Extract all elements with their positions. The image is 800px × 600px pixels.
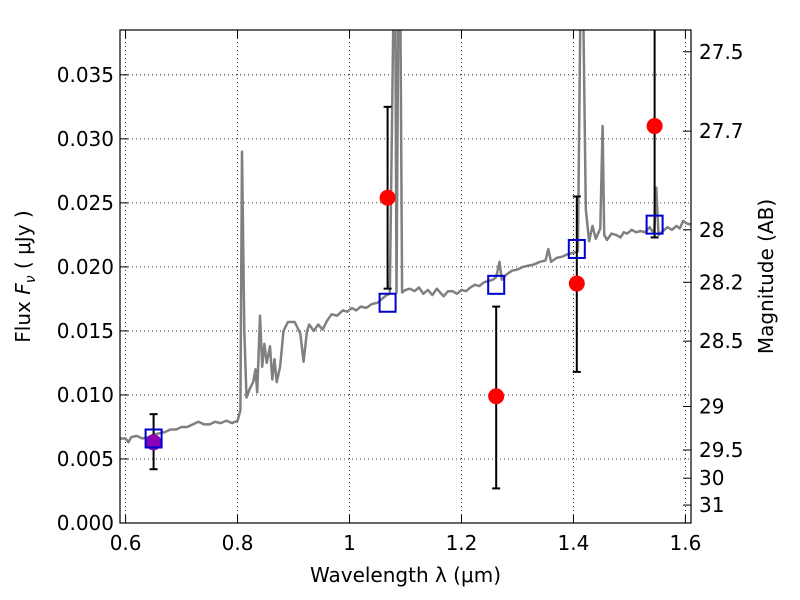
right-axis-label: Magnitude (AB) xyxy=(754,199,778,354)
right-tick-label: 27.7 xyxy=(699,119,744,143)
right-tick-label: 30 xyxy=(699,466,724,490)
data-point-circle xyxy=(145,434,162,451)
x-tick-label: 0.6 xyxy=(110,531,142,555)
plot-frame xyxy=(119,29,692,524)
right-tick-label: 28.5 xyxy=(699,329,744,353)
y-tick-label: 0.035 xyxy=(57,63,114,87)
y-axis-label-subscript: ν xyxy=(23,275,39,283)
spectrum-line xyxy=(120,30,691,444)
data-point-circle xyxy=(488,388,505,405)
y-tick-label: 0.000 xyxy=(57,511,114,535)
grid-lines xyxy=(120,30,691,524)
x-tick-label: 1.6 xyxy=(669,531,701,555)
y-tick-label: 0.030 xyxy=(57,127,114,151)
y-tick-label: 0.010 xyxy=(57,383,114,407)
y-axis-label-unit: ( μJy ) xyxy=(11,210,35,275)
plot-contents xyxy=(120,30,691,490)
right-tick-label: 28.2 xyxy=(699,270,744,294)
right-tick-label: 29.5 xyxy=(699,438,744,462)
right-tick-label: 27.5 xyxy=(699,40,744,64)
data-point-square xyxy=(645,214,664,235)
y-axis-label-symbol: F xyxy=(11,283,35,295)
right-tick-label: 31 xyxy=(699,493,724,517)
y-tick-label: 0.015 xyxy=(57,319,114,343)
x-tick-label: 1.4 xyxy=(558,531,590,555)
data-point-circle xyxy=(379,189,396,206)
x-axis-label: Wavelength λ (μm) xyxy=(310,563,501,587)
data-point-circle xyxy=(646,118,663,135)
data-point-circle xyxy=(568,275,585,292)
y-axis-label: Flux Fν ( μJy ) xyxy=(11,210,39,342)
y-tick-label: 0.020 xyxy=(57,255,114,279)
x-tick-label: 1 xyxy=(343,531,356,555)
right-tick-label: 29 xyxy=(699,394,724,418)
data-point-square xyxy=(567,238,586,259)
right-tick-label: 28 xyxy=(699,218,724,242)
data-point-square xyxy=(378,292,397,313)
x-tick-label: 1.2 xyxy=(446,531,478,555)
x-tick-label: 0.8 xyxy=(222,531,254,555)
data-point-square xyxy=(487,274,506,295)
y-axis-label-prefix: Flux xyxy=(11,295,35,343)
y-tick-label: 0.005 xyxy=(57,447,114,471)
y-tick-label: 0.025 xyxy=(57,191,114,215)
axis-ticks: 0.6 0.8 1 1.2 1.4 1.6 0.000 0.005 0.010 0.015 0.02… xyxy=(57,30,744,555)
data-point-square xyxy=(144,428,163,449)
